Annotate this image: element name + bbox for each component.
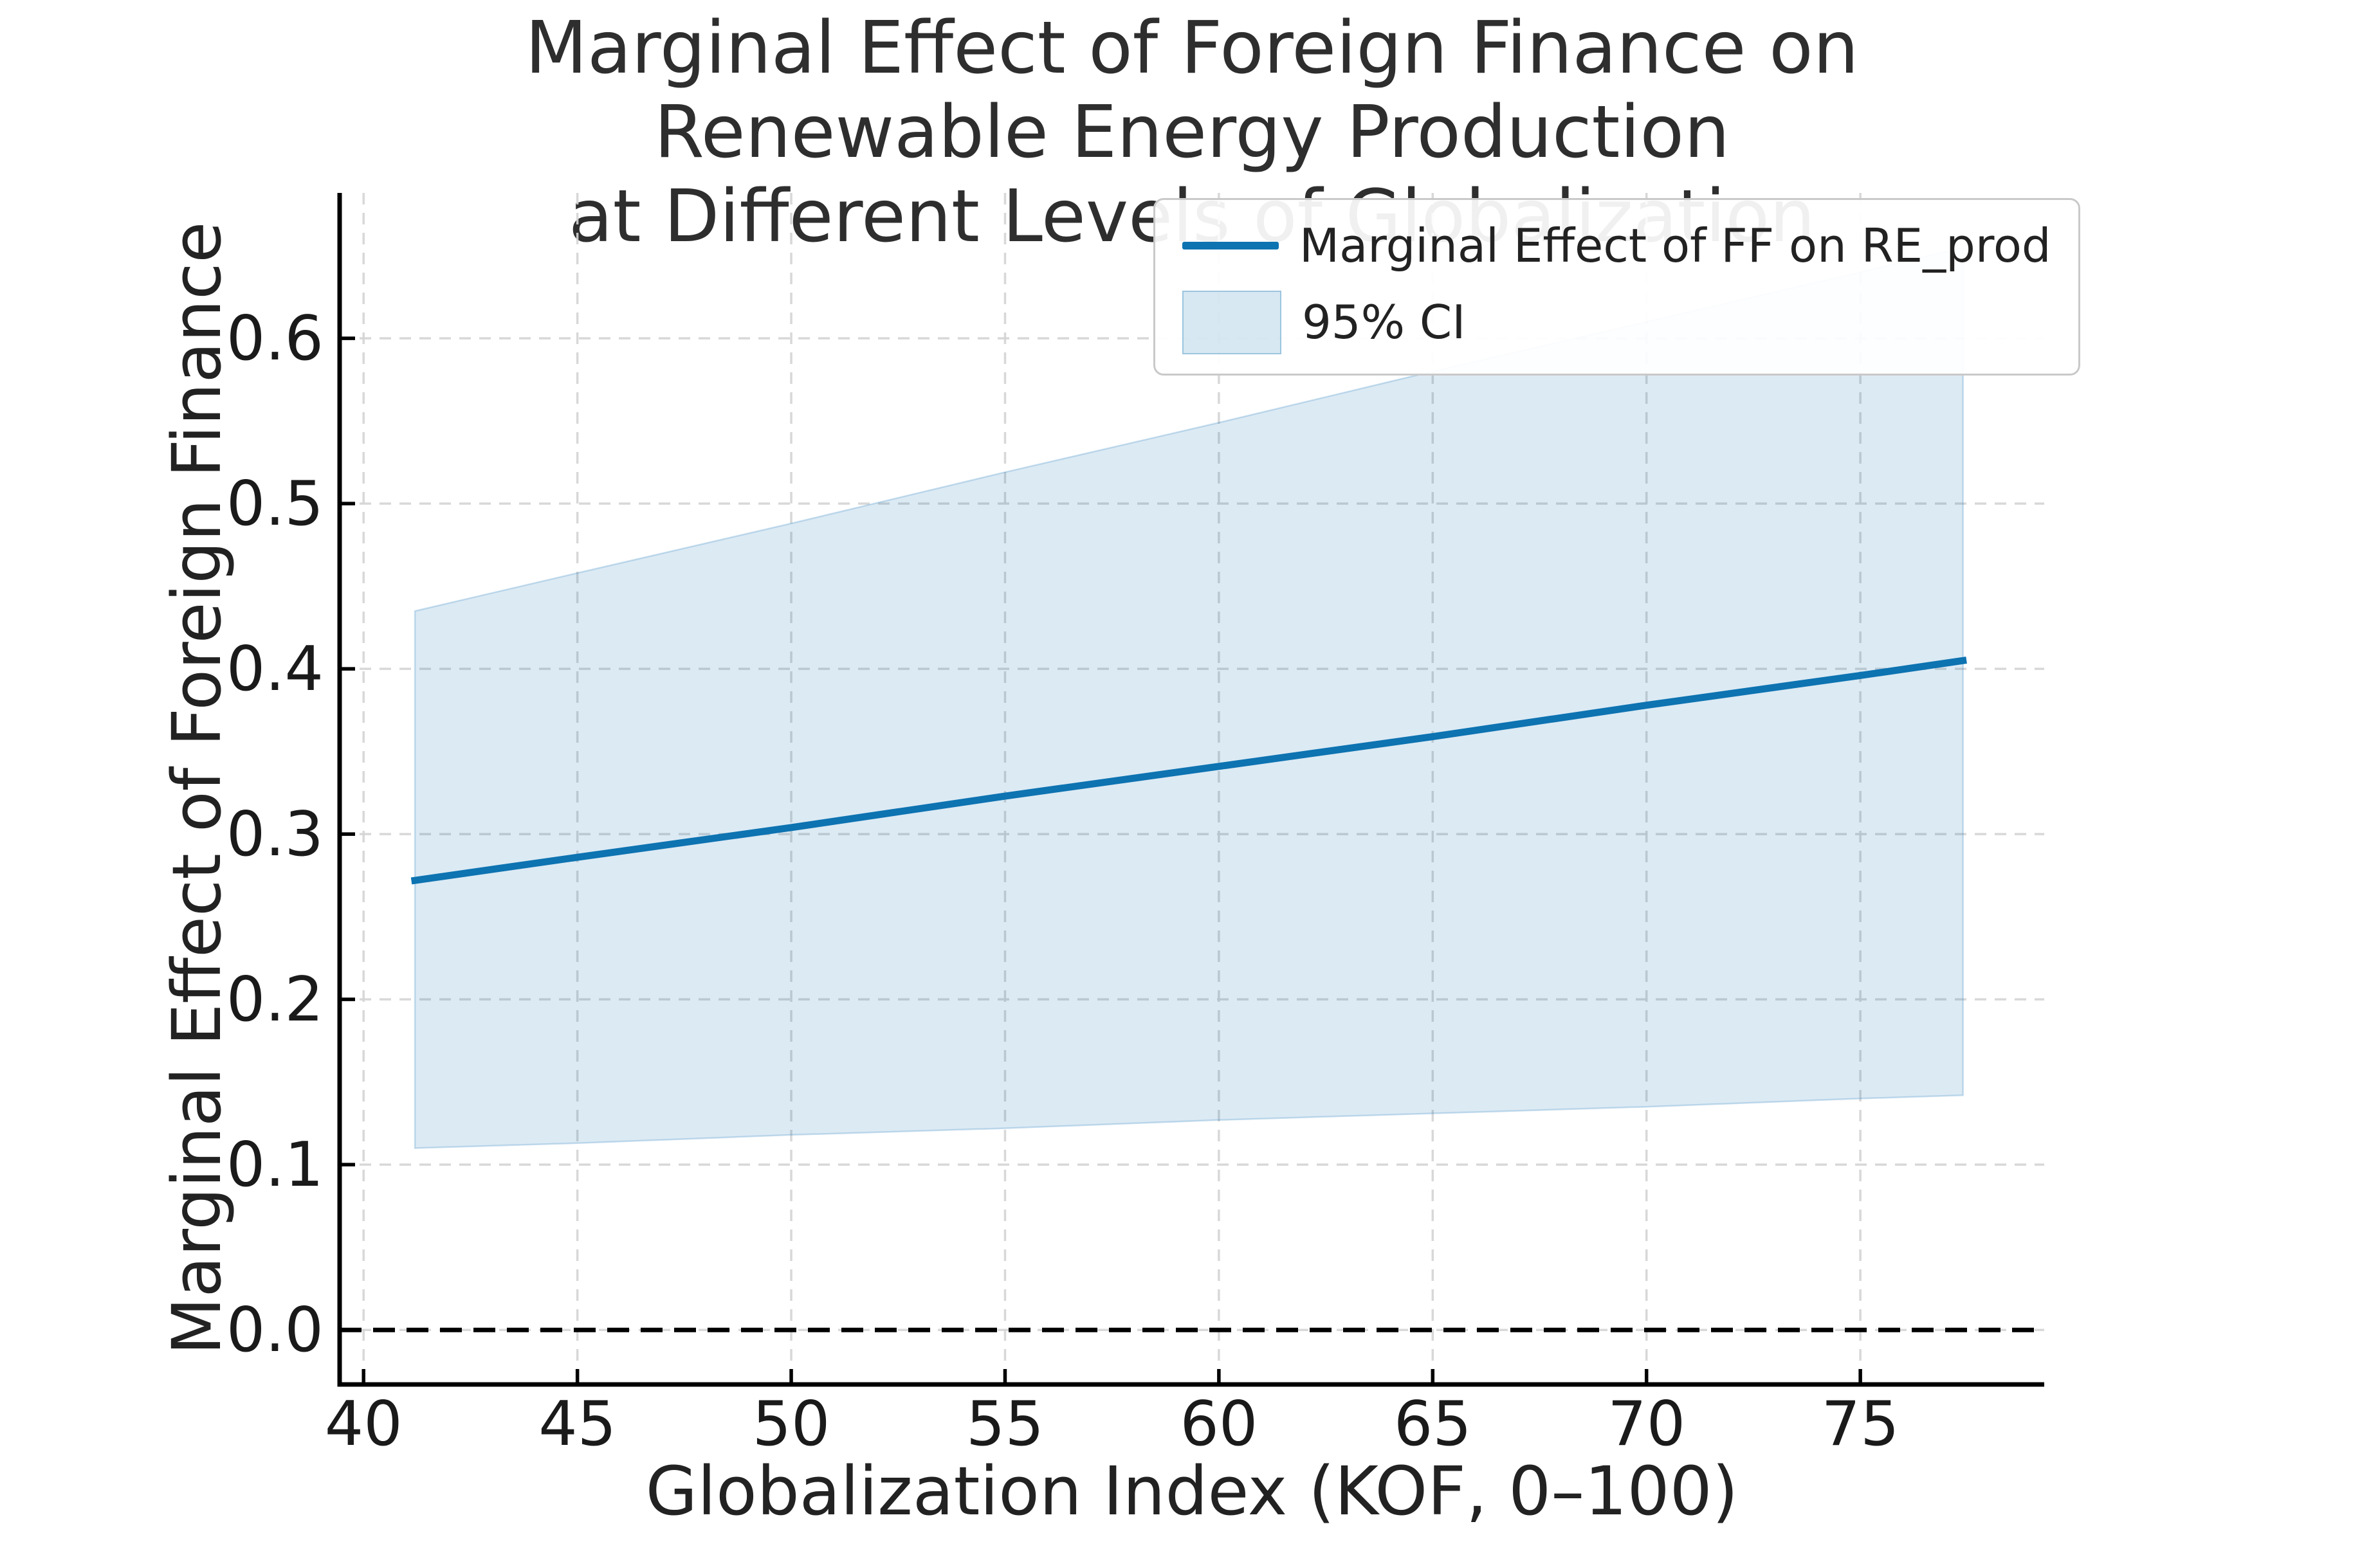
x-tick-label: 40 — [325, 1389, 403, 1460]
y-tick-label: 0.1 — [226, 1130, 324, 1201]
x-tick-label: 65 — [1394, 1389, 1472, 1460]
legend-ci-label: 95% CI — [1302, 295, 1466, 349]
marginal-effect-line — [410, 657, 1967, 885]
x-axis-label: Globalization Index (KOF, 0–100) — [645, 1452, 1739, 1530]
x-tick-label: 55 — [966, 1389, 1044, 1460]
y-tick-label: 0.0 — [226, 1295, 324, 1366]
x-tick-label: 50 — [753, 1389, 830, 1460]
y-tick-label: 0.6 — [226, 304, 324, 374]
ci-swatch-icon — [1182, 290, 1281, 354]
x-tick-label: 60 — [1180, 1389, 1258, 1460]
x-tick-label: 45 — [538, 1389, 616, 1460]
legend-line-label: Marginal Effect of FF on RE_prod — [1299, 219, 2051, 273]
line-swatch-icon — [1182, 242, 1279, 250]
x-tick-label: 75 — [1822, 1389, 1899, 1460]
x-tick-label: 70 — [1607, 1389, 1685, 1460]
y-tick-label: 0.3 — [226, 799, 324, 870]
y-tick-label: 0.4 — [226, 634, 324, 705]
legend: Marginal Effect of FF on RE_prod 95% CI — [1153, 198, 2080, 376]
legend-row-line: Marginal Effect of FF on RE_prod — [1182, 219, 2051, 273]
y-tick-label: 0.2 — [226, 965, 324, 1035]
ci-band — [414, 246, 1964, 1149]
legend-row-ci: 95% CI — [1182, 290, 2051, 354]
y-tick-label: 0.5 — [226, 469, 324, 540]
